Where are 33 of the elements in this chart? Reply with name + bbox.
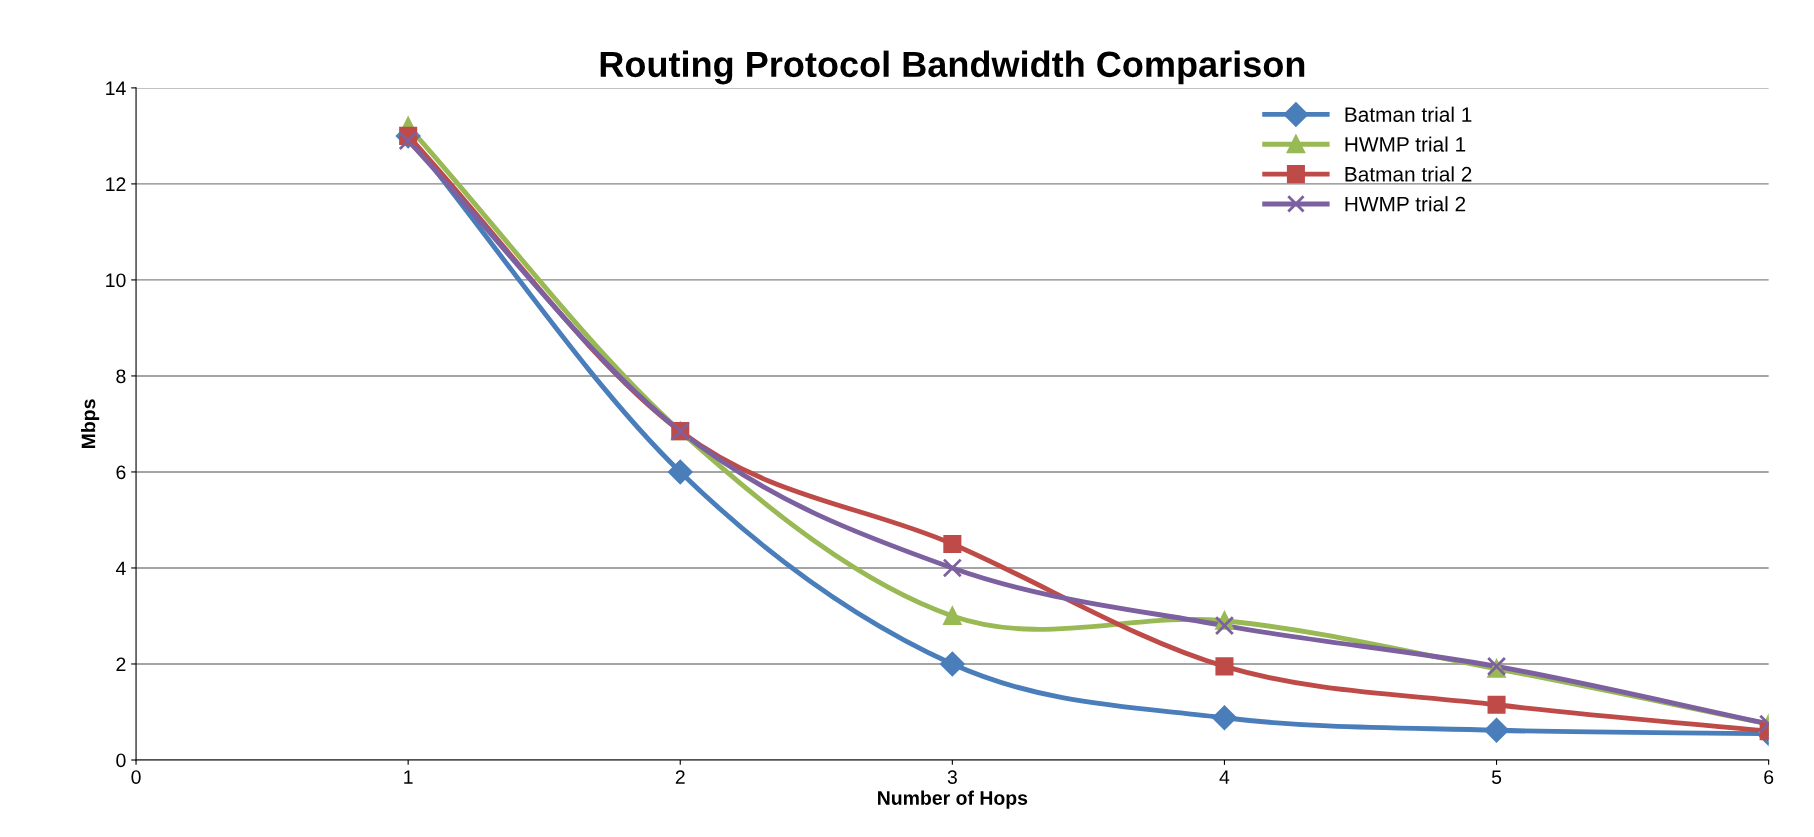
point <box>1214 615 1235 636</box>
point <box>1487 695 1506 714</box>
y-tick-label: 0 <box>116 753 126 768</box>
x-tick-label: 6 <box>1764 770 1774 784</box>
y-tick-label: 10 <box>106 273 126 288</box>
x-tick-label: 0 <box>131 770 141 784</box>
point <box>398 130 418 151</box>
x-tick-label: 3 <box>947 770 957 784</box>
y-axis-title: Mbps <box>81 399 100 449</box>
point <box>1215 657 1234 676</box>
x-tick-label: 1 <box>404 770 413 784</box>
legend-label: Batman trial 1 <box>1345 106 1472 122</box>
point <box>943 606 962 625</box>
x-tick-label: 4 <box>1219 770 1230 784</box>
legend-label: Batman trial 2 <box>1345 166 1472 182</box>
point <box>943 534 962 553</box>
point <box>668 459 693 485</box>
x-tick-label: 5 <box>1491 770 1502 784</box>
legend-label: HWMP trial 1 <box>1345 136 1466 152</box>
y-tick-label: 4 <box>115 561 126 576</box>
y-tick-label: 12 <box>106 177 126 191</box>
y-tick-label: 2 <box>116 657 126 672</box>
point <box>940 651 965 677</box>
y-tick-label: 14 <box>106 81 126 95</box>
y-tick-label: 6 <box>116 465 126 480</box>
point <box>942 558 963 578</box>
point <box>1212 705 1237 730</box>
x-tick-label: 2 <box>675 770 685 784</box>
legend-label: HWMP trial 2 <box>1345 196 1466 212</box>
y-tick-label: 8 <box>116 369 126 384</box>
point <box>1484 718 1509 743</box>
x-axis-title: Number of Hops <box>878 790 1028 809</box>
chart-title: Routing Protocol Bandwidth Comparison <box>600 50 1305 85</box>
